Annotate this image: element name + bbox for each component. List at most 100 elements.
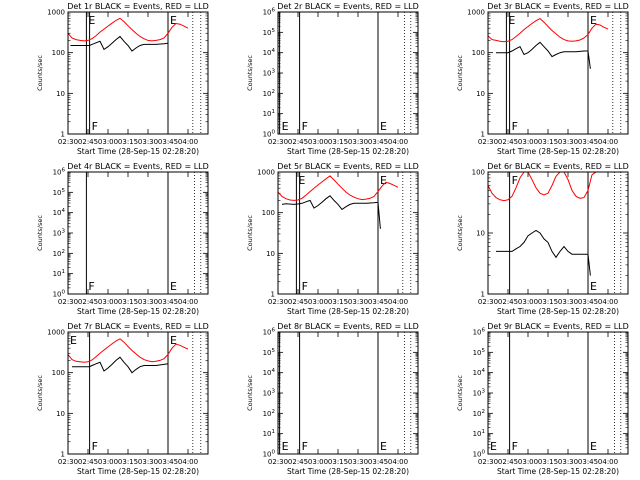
- y-tick-base: 10: [263, 349, 272, 357]
- y-tick-label: 105: [473, 348, 486, 357]
- y-tick-exponent: 5: [482, 348, 486, 354]
- y-tick-label: 100: [472, 169, 485, 177]
- y-tick-base: 10: [263, 70, 272, 78]
- x-tick-label: 04:00: [178, 298, 198, 306]
- y-tick-base: 10: [263, 390, 272, 398]
- x-tick-label: 03:15: [328, 298, 348, 306]
- series-line-lld: [67, 17, 189, 42]
- x-axis-label: Start Time (28-Sep-15 02:28:20): [77, 307, 199, 316]
- y-tick-label: 1: [481, 291, 485, 299]
- y-tick-base: 10: [53, 169, 62, 177]
- detector-panel: Det 9r BLACK = Events, RED = LLD Start Ti…: [456, 322, 629, 476]
- y-tick-base: 10: [263, 49, 272, 57]
- y-tick-base: 10: [53, 270, 62, 278]
- plot-frame: [277, 171, 419, 295]
- y-axis-label: Counts/sec: [246, 55, 254, 91]
- y-tick-exponent: 4: [62, 208, 66, 214]
- x-tick-label: 03:30: [558, 298, 578, 306]
- x-tick-label: 04:00: [598, 138, 618, 146]
- panel-title: Det 5r BLACK = Events, RED = LLD: [277, 162, 419, 171]
- panel-title: Det 8r BLACK = Events, RED = LLD: [277, 322, 419, 331]
- y-tick-base: 10: [263, 369, 272, 377]
- y-tick-base: 10: [53, 209, 62, 217]
- panel-title: Det 6r BLACK = Events, RED = LLD: [487, 162, 629, 171]
- series-line-lld: [67, 338, 189, 363]
- y-tick-label: 102: [263, 409, 275, 418]
- y-tick-label: 100: [53, 290, 66, 299]
- x-tick-label: 03:30: [348, 458, 368, 466]
- plot-frame: [487, 331, 629, 455]
- y-tick-label: 101: [473, 429, 485, 438]
- y-tick-label: 106: [53, 168, 66, 177]
- y-tick-base: 10: [53, 291, 62, 299]
- time-marker-label: E: [170, 334, 177, 347]
- time-marker-label: E: [170, 14, 177, 27]
- x-tick-label: 02:30: [478, 458, 498, 466]
- time-marker-label: E: [88, 14, 95, 27]
- x-tick-label: 03:15: [118, 298, 138, 306]
- y-tick-label: 103: [53, 229, 66, 238]
- y-tick-base: 10: [263, 430, 272, 438]
- x-axis-label: Start Time (28-Sep-15 02:28:20): [77, 147, 199, 156]
- y-tick-label: 100: [263, 130, 276, 139]
- series-line-lld: [487, 17, 609, 43]
- x-tick-label: 04:00: [598, 458, 618, 466]
- x-tick-label: 03:15: [118, 458, 138, 466]
- y-tick-exponent: 3: [272, 389, 276, 395]
- y-tick-exponent: 3: [62, 229, 66, 235]
- time-marker-label: E: [282, 440, 289, 453]
- y-axis-label: Counts/sec: [246, 375, 254, 411]
- y-tick-label: 1: [271, 291, 275, 299]
- y-tick-base: 10: [263, 131, 272, 139]
- y-tick-label: 10: [476, 230, 485, 238]
- y-tick-base: 10: [473, 349, 482, 357]
- y-tick-exponent: 0: [482, 450, 486, 456]
- plot-frame: [67, 171, 209, 295]
- y-tick-label: 103: [263, 389, 276, 398]
- y-tick-label: 10: [56, 410, 65, 418]
- y-tick-label: 10: [476, 90, 485, 98]
- y-axis-label: Counts/sec: [456, 55, 464, 91]
- y-tick-exponent: 0: [272, 130, 276, 136]
- time-marker-label: E: [380, 120, 387, 133]
- y-tick-exponent: 4: [272, 368, 276, 374]
- x-tick-label: 02:45: [288, 138, 308, 146]
- y-tick-label: 102: [53, 249, 65, 258]
- x-tick-label: 03:00: [98, 138, 118, 146]
- x-tick-label: 04:00: [388, 298, 408, 306]
- x-tick-label: 03:00: [518, 138, 538, 146]
- y-tick-base: 10: [473, 430, 482, 438]
- series-line-events: [72, 356, 169, 374]
- y-tick-exponent: 3: [482, 389, 486, 395]
- x-tick-label: 02:45: [498, 138, 518, 146]
- time-marker-label: F: [92, 120, 98, 133]
- x-tick-label: 03:45: [158, 298, 178, 306]
- y-tick-label: 1: [61, 451, 65, 459]
- time-marker-label: E: [590, 440, 597, 453]
- x-axis-label: Start Time (28-Sep-15 02:28:20): [287, 147, 409, 156]
- x-tick-label: 02:30: [478, 298, 498, 306]
- series-line-events: [281, 195, 381, 229]
- y-tick-exponent: 6: [62, 168, 66, 174]
- time-marker-label: E: [508, 14, 515, 27]
- y-tick-exponent: 2: [482, 409, 486, 415]
- x-tick-label: 02:45: [78, 138, 98, 146]
- x-tick-label: 03:30: [138, 138, 158, 146]
- x-tick-label: 02:30: [58, 298, 78, 306]
- plot-frame: [67, 11, 209, 135]
- x-tick-label: 03:00: [308, 458, 328, 466]
- y-tick-exponent: 5: [272, 28, 276, 34]
- y-tick-label: 101: [263, 429, 275, 438]
- x-tick-label: 03:30: [558, 138, 578, 146]
- y-tick-label: 105: [53, 188, 66, 197]
- panel-title: Det 2r BLACK = Events, RED = LLD: [277, 2, 419, 11]
- y-tick-base: 10: [263, 90, 272, 98]
- x-tick-label: 03:15: [538, 138, 558, 146]
- x-tick-label: 03:45: [368, 458, 388, 466]
- y-tick-label: 100: [263, 450, 276, 459]
- time-marker-label: E: [590, 280, 597, 293]
- y-axis-label: Counts/sec: [36, 375, 44, 411]
- panel-title: Det 3r BLACK = Events, RED = LLD: [487, 2, 629, 11]
- plot-frame: [487, 11, 629, 135]
- y-tick-label: 100: [262, 209, 275, 217]
